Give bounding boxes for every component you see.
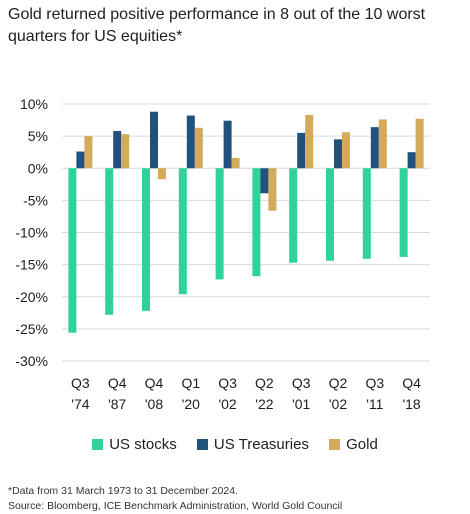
y-tick-label: -10% (15, 225, 48, 241)
x-tick-quarter: Q4 (145, 375, 164, 391)
y-tick-label: -25% (15, 321, 48, 337)
bar-us-treasuries (76, 151, 85, 169)
legend: US stocks US Treasuries Gold (0, 436, 470, 453)
bars (68, 111, 424, 333)
bar-us-stocks (68, 168, 77, 333)
chart-title: Gold returned positive performance in 8 … (8, 6, 426, 45)
legend-item-us-treasuries: US Treasuries (196, 436, 309, 453)
bar-gold (342, 132, 350, 169)
bar-us-treasuries (407, 152, 416, 169)
x-tick-year: '02 (329, 396, 347, 412)
x-tick-year: '74 (71, 396, 89, 412)
x-tick-quarter: Q2 (329, 375, 348, 391)
bar-us-treasuries (260, 168, 269, 194)
legend-swatch (329, 439, 341, 450)
bar-us-stocks (105, 168, 114, 315)
bar-us-treasuries (223, 120, 232, 169)
bar-us-stocks (326, 168, 334, 261)
x-tick-year: '87 (108, 396, 126, 412)
bar-us-stocks (399, 168, 408, 257)
y-axis-ticks: 10% 5% 0% -5% -10% -15% -20% -25% -30% (15, 96, 48, 369)
y-tick-label: -20% (15, 289, 48, 305)
x-tick-quarter: Q3 (292, 375, 311, 391)
legend-swatch (92, 439, 104, 450)
bar-gold (158, 168, 166, 180)
legend-item-us-stocks: US stocks (92, 436, 177, 453)
bar-gold (415, 118, 424, 169)
y-tick-label: 5% (28, 128, 48, 144)
y-tick-label: 10% (20, 96, 48, 112)
bar-gold (121, 134, 130, 169)
x-tick-quarter: Q3 (365, 375, 384, 391)
legend-item-gold: Gold (329, 436, 378, 453)
x-tick-quarter: Q2 (255, 375, 274, 391)
bar-gold (194, 127, 203, 169)
x-tick-quarter: Q4 (108, 375, 127, 391)
y-tick-label: -5% (23, 192, 48, 208)
footnote: *Data from 31 March 1973 to 31 December … (8, 484, 342, 514)
bar-us-stocks (142, 168, 150, 311)
footnote-source: Source: Bloomberg, ICE Benchmark Adminis… (8, 500, 343, 512)
bar-gold (231, 157, 240, 169)
x-tick-year: '18 (402, 396, 420, 412)
bar-us-treasuries (370, 127, 379, 169)
x-axis-ticks: Q3 '74 Q4 '87 Q4 '08 Q1 '20 Q3 '02 Q2 '22 Q3 '01 Q2 '02… (71, 375, 421, 412)
chart-plot: 10% 5% 0% -5% -10% -15% -20% -25% -30% Q3 '74 Q4 '8… (15, 96, 430, 412)
bar-gold (268, 168, 277, 211)
x-tick-quarter: Q3 (218, 375, 237, 391)
legend-swatch (196, 439, 208, 450)
x-tick-year: '08 (145, 396, 163, 412)
legend-label: Gold (346, 436, 378, 453)
legend-label: US Treasuries (213, 436, 309, 453)
y-tick-label: 0% (28, 160, 48, 176)
x-tick-year: '11 (366, 396, 383, 412)
bar-us-stocks (178, 168, 187, 295)
bar-us-treasuries (150, 111, 158, 169)
x-tick-year: '22 (255, 396, 273, 412)
bar-gold (378, 119, 387, 169)
bar-us-stocks (362, 168, 371, 259)
x-tick-quarter: Q1 (181, 375, 200, 391)
bar-us-treasuries (113, 130, 122, 169)
footnote-data-range: *Data from 31 March 1973 to 31 December … (8, 485, 238, 497)
legend-label: US stocks (109, 436, 177, 453)
bar-us-treasuries (186, 115, 195, 169)
x-tick-quarter: Q3 (71, 375, 90, 391)
bar-us-stocks (289, 168, 298, 263)
x-tick-year: '01 (292, 396, 310, 412)
x-tick-year: '02 (218, 396, 236, 412)
bar-gold (305, 114, 314, 169)
x-tick-quarter: Q4 (402, 375, 421, 391)
bar-us-treasuries (334, 139, 342, 169)
bar-us-stocks (252, 168, 261, 277)
bar-gold (84, 136, 93, 169)
y-tick-label: -15% (15, 257, 48, 273)
bar-us-treasuries (297, 132, 306, 169)
bar-us-stocks (215, 168, 224, 280)
y-tick-label: -30% (15, 353, 48, 369)
x-tick-year: '20 (182, 396, 200, 412)
